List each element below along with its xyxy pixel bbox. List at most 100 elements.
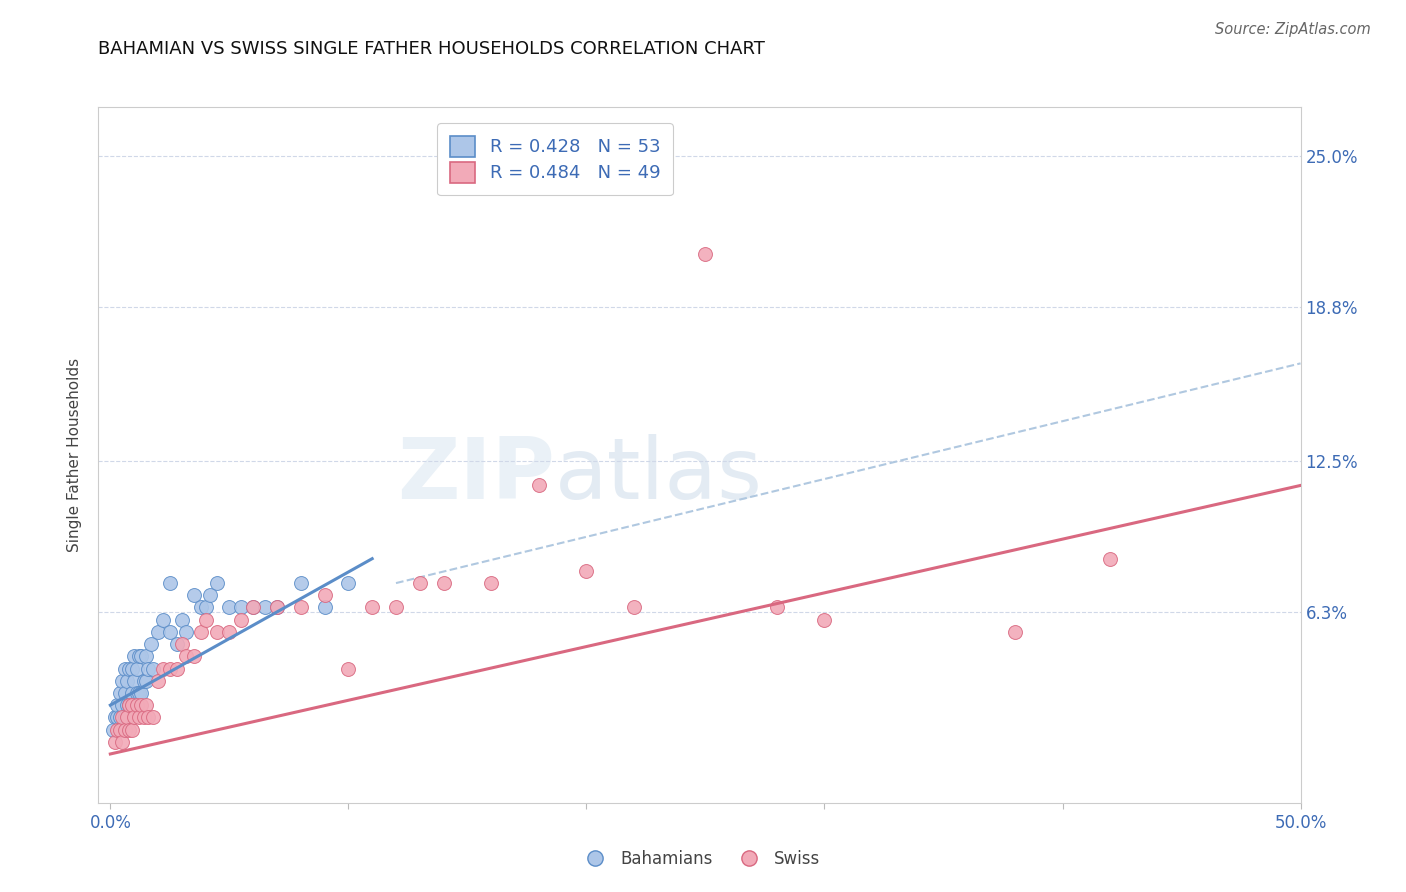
- Point: [135, 673, 157, 688]
- Point: [207, 624, 229, 639]
- Point: [104, 710, 127, 724]
- Point: [115, 673, 138, 688]
- Point: [575, 564, 598, 578]
- Point: [108, 710, 131, 724]
- Point: [159, 576, 181, 591]
- Point: [337, 661, 360, 675]
- Point: [142, 710, 165, 724]
- Point: [170, 613, 193, 627]
- Point: [121, 723, 143, 737]
- Point: [122, 710, 145, 724]
- Point: [166, 637, 188, 651]
- Point: [290, 600, 312, 615]
- Point: [125, 698, 148, 713]
- Point: [200, 588, 222, 602]
- Point: [111, 723, 134, 737]
- Point: [695, 246, 717, 260]
- Point: [135, 649, 157, 664]
- Point: [128, 649, 150, 664]
- Point: [623, 600, 645, 615]
- Point: [337, 576, 360, 591]
- Point: [108, 723, 131, 737]
- Point: [152, 661, 174, 675]
- Point: [190, 624, 212, 639]
- Point: [115, 710, 138, 724]
- Point: [125, 661, 148, 675]
- Point: [111, 735, 134, 749]
- Point: [114, 661, 136, 675]
- Point: [107, 723, 129, 737]
- Point: [121, 698, 143, 713]
- Point: [242, 600, 264, 615]
- Point: [107, 710, 129, 724]
- Point: [125, 686, 148, 700]
- Point: [1099, 551, 1122, 566]
- Text: ZIP: ZIP: [398, 434, 555, 517]
- Point: [138, 661, 160, 675]
- Y-axis label: Single Father Households: Single Father Households: [67, 358, 83, 552]
- Point: [527, 478, 550, 492]
- Point: [114, 710, 136, 724]
- Point: [139, 637, 162, 651]
- Point: [111, 698, 134, 713]
- Point: [266, 600, 288, 615]
- Point: [207, 576, 229, 591]
- Point: [121, 661, 143, 675]
- Point: [118, 723, 141, 737]
- Point: [385, 600, 408, 615]
- Text: BAHAMIAN VS SWISS SINGLE FATHER HOUSEHOLDS CORRELATION CHART: BAHAMIAN VS SWISS SINGLE FATHER HOUSEHOL…: [98, 40, 765, 58]
- Point: [231, 600, 253, 615]
- Point: [107, 698, 129, 713]
- Legend: Bahamians, Swiss: Bahamians, Swiss: [572, 843, 827, 874]
- Point: [218, 600, 240, 615]
- Point: [122, 649, 145, 664]
- Point: [242, 600, 264, 615]
- Point: [1004, 624, 1026, 639]
- Point: [128, 686, 150, 700]
- Point: [138, 710, 160, 724]
- Point: [115, 698, 138, 713]
- Point: [132, 710, 155, 724]
- Point: [129, 686, 152, 700]
- Point: [183, 649, 205, 664]
- Point: [108, 686, 131, 700]
- Point: [159, 661, 181, 675]
- Point: [254, 600, 277, 615]
- Point: [159, 624, 181, 639]
- Point: [152, 613, 174, 627]
- Text: atlas: atlas: [555, 434, 763, 517]
- Point: [111, 673, 134, 688]
- Point: [146, 673, 169, 688]
- Point: [129, 698, 152, 713]
- Point: [176, 649, 198, 664]
- Point: [361, 600, 384, 615]
- Point: [122, 698, 145, 713]
- Point: [118, 661, 141, 675]
- Point: [766, 600, 789, 615]
- Point: [170, 637, 193, 651]
- Point: [190, 600, 212, 615]
- Point: [129, 649, 152, 664]
- Point: [432, 576, 454, 591]
- Point: [118, 698, 141, 713]
- Point: [314, 588, 336, 602]
- Point: [231, 613, 253, 627]
- Point: [813, 613, 835, 627]
- Point: [111, 710, 134, 724]
- Point: [122, 673, 145, 688]
- Point: [142, 661, 165, 675]
- Point: [101, 723, 124, 737]
- Point: [114, 686, 136, 700]
- Point: [104, 735, 127, 749]
- Point: [218, 624, 240, 639]
- Point: [118, 698, 141, 713]
- Point: [176, 624, 198, 639]
- Point: [166, 661, 188, 675]
- Point: [194, 613, 217, 627]
- Point: [132, 673, 155, 688]
- Point: [409, 576, 432, 591]
- Point: [121, 686, 143, 700]
- Point: [146, 624, 169, 639]
- Point: [314, 600, 336, 615]
- Point: [135, 698, 157, 713]
